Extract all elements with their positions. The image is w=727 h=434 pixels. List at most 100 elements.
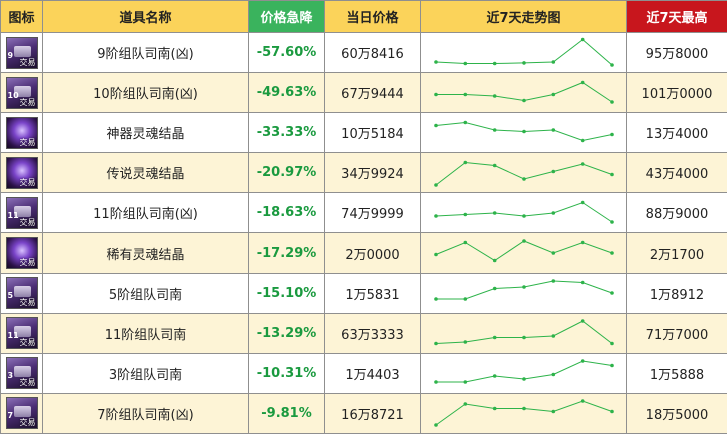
icon-trade-label: 交易 [19,298,36,308]
table-row: 10 交易 10阶组队司南(凶) -49.63% 67万9444 101万0000 [0,72,727,114]
trend-point [551,169,555,174]
item-icon-cell: 9 交易 [0,31,43,74]
header-price-drop: 价格急降 [248,0,325,33]
trend-sparkline [433,37,614,67]
item-icon-cell: 7 交易 [0,392,43,434]
item-icon-cell: 交易 [0,152,43,194]
icon-trade-label: 交易 [19,137,36,147]
soul-crystal-icon: 交易 [5,116,38,149]
trend-point [521,98,526,102]
trend-sparkline [433,359,614,385]
icon-grade-label: 11 [7,210,19,220]
trend-point [609,220,614,224]
trend-point [463,61,467,65]
trend-point [521,239,526,243]
today-price: 1万4403 [324,352,421,394]
today-price: 34万9924 [324,152,421,194]
item-icon-cell: 交易 [0,112,43,154]
icon-trade-label: 交易 [19,57,36,67]
trend-point [551,279,555,283]
trend-point [433,341,438,346]
trend-point [609,410,614,414]
trend-point [551,127,555,132]
item-name: 传说灵魂结晶 [42,152,249,194]
7day-max-price: 13万4000 [626,112,727,154]
icon-grade-label: 10 [7,90,19,100]
compass-box-icon: 3 交易 [5,357,38,390]
price-drop-value: -57.60% [248,31,325,74]
trend-point [580,162,584,166]
price-drop-value: -18.63% [248,192,325,234]
today-price: 1万5831 [324,272,421,314]
table-row: 9 交易 9阶组队司南(凶) -57.60% 60万8416 95万8000 [0,31,727,74]
price-drop-value: -15.10% [248,272,325,314]
trend-point [551,251,555,255]
table-row: 交易 稀有灵魂结晶 -17.29% 2万0000 2万1700 [0,232,727,274]
header-icon: 图标 [0,0,43,33]
trend-point [580,240,584,245]
icon-trade-label: 交易 [19,338,36,348]
trend-line [435,280,612,300]
trend-point [463,120,467,125]
7day-max-price: 1万8912 [626,272,727,314]
today-price: 74万9999 [324,192,421,234]
item-icon-cell: 交易 [0,232,43,274]
trend-cell [420,112,627,154]
header-item-name: 道具名称 [42,0,249,33]
trend-point [580,399,584,404]
soul-crystal-icon: 交易 [5,237,38,270]
trend-sparkline [433,239,614,263]
trend-line [435,240,612,262]
trend-point [551,334,555,339]
7day-max-price: 101万0000 [626,72,727,114]
trend-point [551,372,555,377]
item-name: 7阶组队司南(凶) [42,392,249,434]
today-price: 60万8416 [324,31,421,74]
trend-point [433,423,438,428]
trend-sparkline [433,319,614,346]
trend-point [433,59,438,64]
trend-point [492,211,496,215]
trend-point [521,285,526,289]
price-drop-value: -20.97% [248,152,325,194]
trend-sparkline [433,279,614,301]
trend-point [580,138,584,143]
item-name: 10阶组队司南(凶) [42,72,249,114]
price-drop-value: -10.31% [248,352,325,394]
icon-trade-label: 交易 [19,418,36,428]
trend-point [463,402,467,407]
compass-box-icon: 9 交易 [5,36,38,69]
item-name: 5阶组队司南 [42,272,249,314]
trend-point [433,123,438,128]
table-row: 5 交易 5阶组队司南 -15.10% 1万5831 1万8912 [0,272,727,314]
trend-point [492,407,496,411]
trend-point [492,374,496,379]
item-name: 11阶组队司南(凶) [42,192,249,234]
trend-point [492,335,496,340]
trend-point [463,92,467,96]
trend-point [521,177,526,181]
icon-grade-label: 3 [7,371,14,381]
trend-cell [420,272,627,314]
today-price: 2万0000 [324,232,421,274]
item-name: 11阶组队司南 [42,312,249,354]
header-7day-max: 近7天最高 [626,0,727,33]
trend-point [551,211,555,215]
7day-max-price: 2万1700 [626,232,727,274]
trend-line [435,400,612,426]
trend-point [609,172,614,177]
trend-point [521,129,526,134]
trend-point [492,61,496,65]
trend-point [521,335,526,340]
trend-point [433,297,438,301]
icon-grade-label: 11 [7,331,19,341]
7day-max-price: 95万8000 [626,31,727,74]
trend-point [580,280,584,285]
price-drop-value: -13.29% [248,312,325,354]
trend-point [463,160,467,165]
item-name: 神器灵魂结晶 [42,112,249,154]
trend-point [551,92,555,96]
price-drop-value: -9.81% [248,392,325,434]
trend-sparkline [433,399,614,428]
